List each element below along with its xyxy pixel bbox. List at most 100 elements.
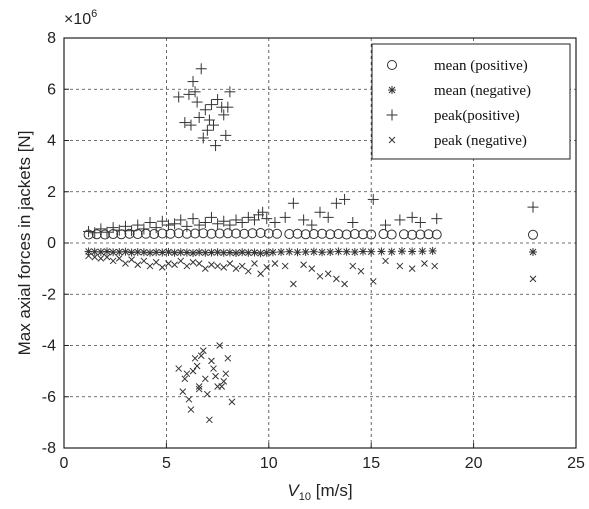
data-point [197, 132, 209, 144]
data-point [431, 229, 442, 240]
data-point [306, 219, 318, 231]
data-point [109, 257, 117, 265]
data-point [228, 398, 236, 406]
data-point [199, 104, 211, 116]
data-point [415, 229, 426, 240]
data-point [185, 119, 197, 131]
data-point [386, 229, 397, 240]
data-point [314, 206, 326, 218]
data-point [190, 228, 201, 239]
data-point [201, 124, 213, 136]
data-point [218, 215, 230, 227]
data-point [146, 262, 154, 270]
data-point [197, 352, 205, 360]
data-point [127, 248, 136, 257]
data-point [171, 261, 178, 269]
data-point [330, 197, 342, 209]
legend-box [371, 43, 571, 160]
y-tick-label: -8 [42, 440, 56, 457]
series-2 [83, 63, 539, 239]
data-point [226, 260, 234, 267]
data-point [290, 280, 297, 288]
data-point [113, 224, 125, 236]
data-point [99, 229, 110, 240]
data-point [121, 247, 130, 256]
data-point [170, 248, 179, 257]
data-point [138, 223, 150, 235]
data-point [89, 227, 101, 239]
data-point [187, 406, 195, 413]
data-point [150, 222, 162, 234]
data-point [387, 247, 396, 256]
data-point [144, 217, 156, 228]
data-point [281, 262, 289, 270]
data-point [187, 76, 199, 88]
x-tick-label: 0 [60, 455, 69, 472]
data-point [287, 197, 299, 209]
data-layer [83, 63, 539, 424]
data-point [212, 94, 224, 105]
data-point [177, 257, 185, 265]
legend: mean (positive) mean (negative) peak(posit… [371, 43, 571, 160]
data-point [193, 111, 205, 123]
data-point [396, 262, 404, 270]
x-tick-label: 10 [260, 455, 278, 472]
data-point [195, 248, 204, 257]
data-point [322, 211, 334, 223]
data-point [398, 229, 409, 240]
legend-label: mean (negative) [434, 83, 531, 99]
data-point [339, 193, 351, 205]
data-point [380, 219, 392, 231]
data-point [185, 395, 193, 403]
data-point [220, 378, 228, 385]
data-point [132, 219, 144, 231]
data-point [366, 229, 377, 240]
x-tick-label: 15 [362, 455, 380, 472]
data-point [189, 248, 198, 257]
data-point [300, 261, 307, 269]
data-point [301, 247, 310, 256]
x-tick-label: 25 [567, 455, 585, 472]
data-point [408, 265, 416, 272]
data-point [122, 260, 129, 267]
data-point [124, 228, 135, 239]
data-point [342, 247, 351, 256]
data-point [527, 229, 538, 240]
data-point [187, 213, 199, 225]
data-point [378, 229, 389, 240]
data-point [212, 218, 224, 230]
y-tick-label: -4 [42, 338, 56, 355]
data-point [300, 229, 311, 240]
data-point [212, 372, 219, 380]
data-point [85, 252, 92, 260]
data-point [263, 228, 274, 239]
legend-marker [388, 136, 396, 144]
data-point [191, 354, 199, 362]
data-point [261, 213, 273, 225]
x-axis-label-unit: [m/s] [311, 481, 353, 500]
data-point [140, 257, 148, 265]
data-point [250, 248, 259, 257]
data-point [175, 365, 183, 372]
data-point [216, 342, 224, 349]
data-point [208, 261, 215, 269]
legend-label: mean (positive) [434, 58, 528, 74]
data-point [529, 275, 537, 283]
data-point [195, 383, 203, 390]
data-point [324, 270, 332, 278]
data-point [341, 229, 352, 240]
data-point [158, 263, 166, 271]
y-tick-label: 2 [47, 184, 56, 201]
data-point [271, 260, 279, 267]
data-point [428, 246, 437, 255]
y-tick-label: -6 [42, 389, 56, 406]
data-point [195, 63, 207, 75]
data-point [165, 260, 172, 267]
data-point [109, 248, 118, 257]
data-point [165, 228, 176, 239]
data-point [204, 390, 211, 398]
data-point [214, 262, 221, 270]
data-point [179, 388, 187, 395]
series-3 [85, 252, 537, 424]
